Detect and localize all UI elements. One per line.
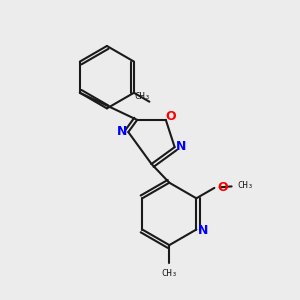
Text: CH₃: CH₃ <box>161 269 177 278</box>
Text: N: N <box>176 140 186 153</box>
Text: CH₃: CH₃ <box>134 92 150 101</box>
Text: N: N <box>117 125 127 138</box>
Text: N: N <box>198 224 208 238</box>
Text: O: O <box>166 110 176 123</box>
Text: O: O <box>217 181 228 194</box>
Text: CH₃: CH₃ <box>237 181 253 190</box>
